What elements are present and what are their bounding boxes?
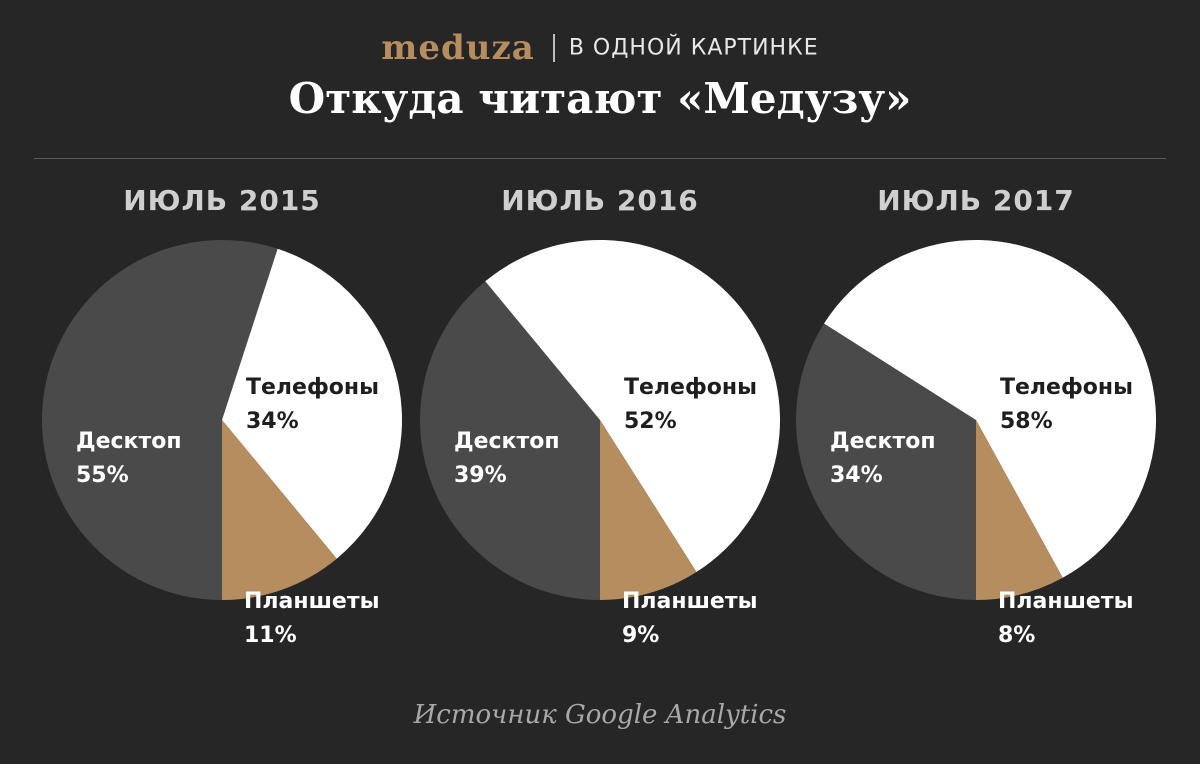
header-divider <box>552 34 555 62</box>
slice-label-tablets: Планшеты <box>998 589 1134 614</box>
pie-slice-desktop <box>419 281 600 601</box>
slice-value-phones: 58% <box>1000 409 1053 434</box>
pie-chart-1: ИЮЛЬ 2015 Телефоны 34% Планшеты 11% Десктоп 55… <box>42 184 403 648</box>
source-note: Источник Google Analytics <box>413 700 787 730</box>
title-divider <box>34 158 1166 159</box>
pie-chart-2: ИЮЛЬ 2016 Телефоны 52% Планшеты 9% Десктоп 39% <box>419 184 780 648</box>
slice-value-tablets: 11% <box>244 623 297 648</box>
slice-value-desktop: 55% <box>76 463 129 488</box>
slice-label-phones: Телефоны <box>1000 375 1133 400</box>
pie-slice-phones <box>222 248 403 559</box>
pie-slice-phones <box>824 240 1156 578</box>
slice-value-phones: 34% <box>246 409 299 434</box>
rubric-label: В ОДНОЙ КАРТИНКЕ <box>568 35 819 61</box>
chart-title: ИЮЛЬ 2015 <box>123 184 321 217</box>
pie-slice-desktop <box>796 323 976 600</box>
slice-value-phones: 52% <box>624 409 677 434</box>
page-title: Откуда читают «Медузу» <box>288 74 912 123</box>
slice-label-phones: Телефоны <box>624 375 757 400</box>
pie-chart-3: ИЮЛЬ 2017 Телефоны 58% Планшеты 8% Десктоп 34% <box>796 184 1156 648</box>
header: meduza В ОДНОЙ КАРТИНКЕ <box>0 28 1200 68</box>
chart-title: ИЮЛЬ 2017 <box>877 184 1075 217</box>
pie-slice-desktop <box>42 239 278 600</box>
pie-slice-phones <box>485 240 780 572</box>
slice-value-desktop: 34% <box>830 463 883 488</box>
slice-label-tablets: Планшеты <box>244 589 380 614</box>
slice-label-desktop: Десктоп <box>76 429 182 454</box>
slice-value-tablets: 9% <box>622 623 659 648</box>
slice-value-tablets: 8% <box>998 623 1035 648</box>
slice-label-phones: Телефоны <box>246 375 379 400</box>
pie-slice-tablets <box>976 420 1063 600</box>
slice-value-desktop: 39% <box>454 463 507 488</box>
slice-label-desktop: Десктоп <box>830 429 936 454</box>
slice-label-tablets: Планшеты <box>622 589 758 614</box>
chart-title: ИЮЛЬ 2016 <box>501 184 699 217</box>
pie-slice-tablets <box>600 420 697 600</box>
meduza-logo: meduza <box>381 28 535 68</box>
pie-slice-tablets <box>222 420 337 600</box>
slice-label-desktop: Десктоп <box>454 429 560 454</box>
